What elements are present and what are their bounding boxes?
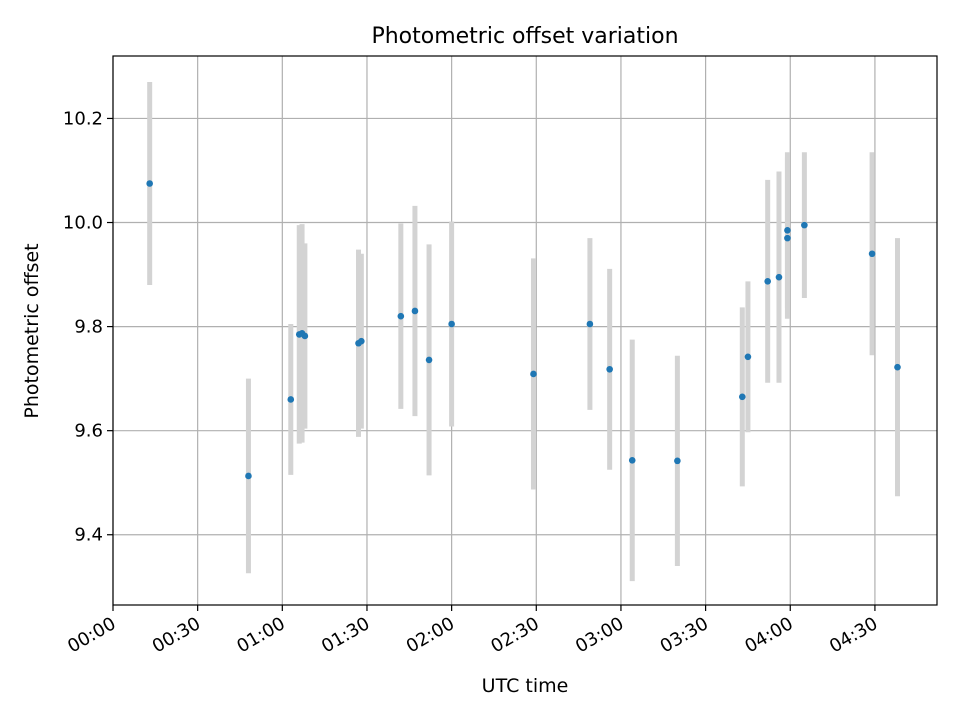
x-axis-title: UTC time [482, 675, 569, 697]
x-tick-label: 04:30 [826, 613, 881, 657]
y-tick-label: 9.6 [74, 421, 103, 442]
x-tick-label: 03:30 [657, 613, 712, 657]
y-axis-ticks: 9.4 9.6 9.8 10.0 10.2 [63, 108, 113, 546]
data-point [425, 356, 433, 364]
x-tick-label: 00:00 [64, 613, 119, 657]
data-points [146, 180, 901, 480]
x-tick-label: 02:00 [403, 613, 458, 657]
error-bars [147, 82, 900, 582]
data-point [894, 363, 901, 371]
x-tick-label: 04:00 [741, 613, 796, 657]
data-point [801, 221, 808, 229]
data-point [868, 250, 876, 258]
data-point [606, 365, 613, 373]
y-tick-label: 9.8 [74, 317, 103, 338]
data-point [764, 278, 771, 285]
x-tick-label: 01:00 [233, 613, 288, 657]
data-point [775, 273, 783, 281]
plot-area-frame [112, 55, 938, 606]
data-point [146, 180, 153, 187]
data-point [674, 457, 681, 465]
x-tick-label: 02:30 [487, 613, 542, 657]
data-point [784, 234, 791, 242]
x-tick-label: 01:30 [318, 613, 373, 657]
data-point [738, 393, 746, 401]
data-point [448, 320, 455, 328]
y-axis-title: Photometric offset [21, 243, 43, 418]
data-point [287, 396, 295, 403]
y-tick-label: 10.0 [63, 213, 103, 234]
data-point [784, 227, 791, 234]
x-axis-ticks: 00:00 00:30 01:00 01:30 02:00 02:30 03:00 03:30… [64, 605, 881, 657]
y-tick-label: 9.4 [74, 525, 103, 546]
x-tick-label: 03:00 [572, 613, 627, 657]
data-point [628, 457, 636, 464]
data-point [586, 320, 594, 328]
data-point [358, 337, 365, 345]
data-point [245, 472, 252, 480]
data-point [744, 353, 752, 361]
data-point [301, 332, 309, 340]
grid [112, 56, 937, 605]
x-tick-label: 00:30 [149, 613, 204, 657]
data-point [411, 307, 419, 315]
data-point [397, 312, 405, 320]
data-point [530, 370, 537, 378]
chart-title: Photometric offset variation [371, 24, 678, 49]
y-tick-label: 10.2 [63, 108, 103, 129]
